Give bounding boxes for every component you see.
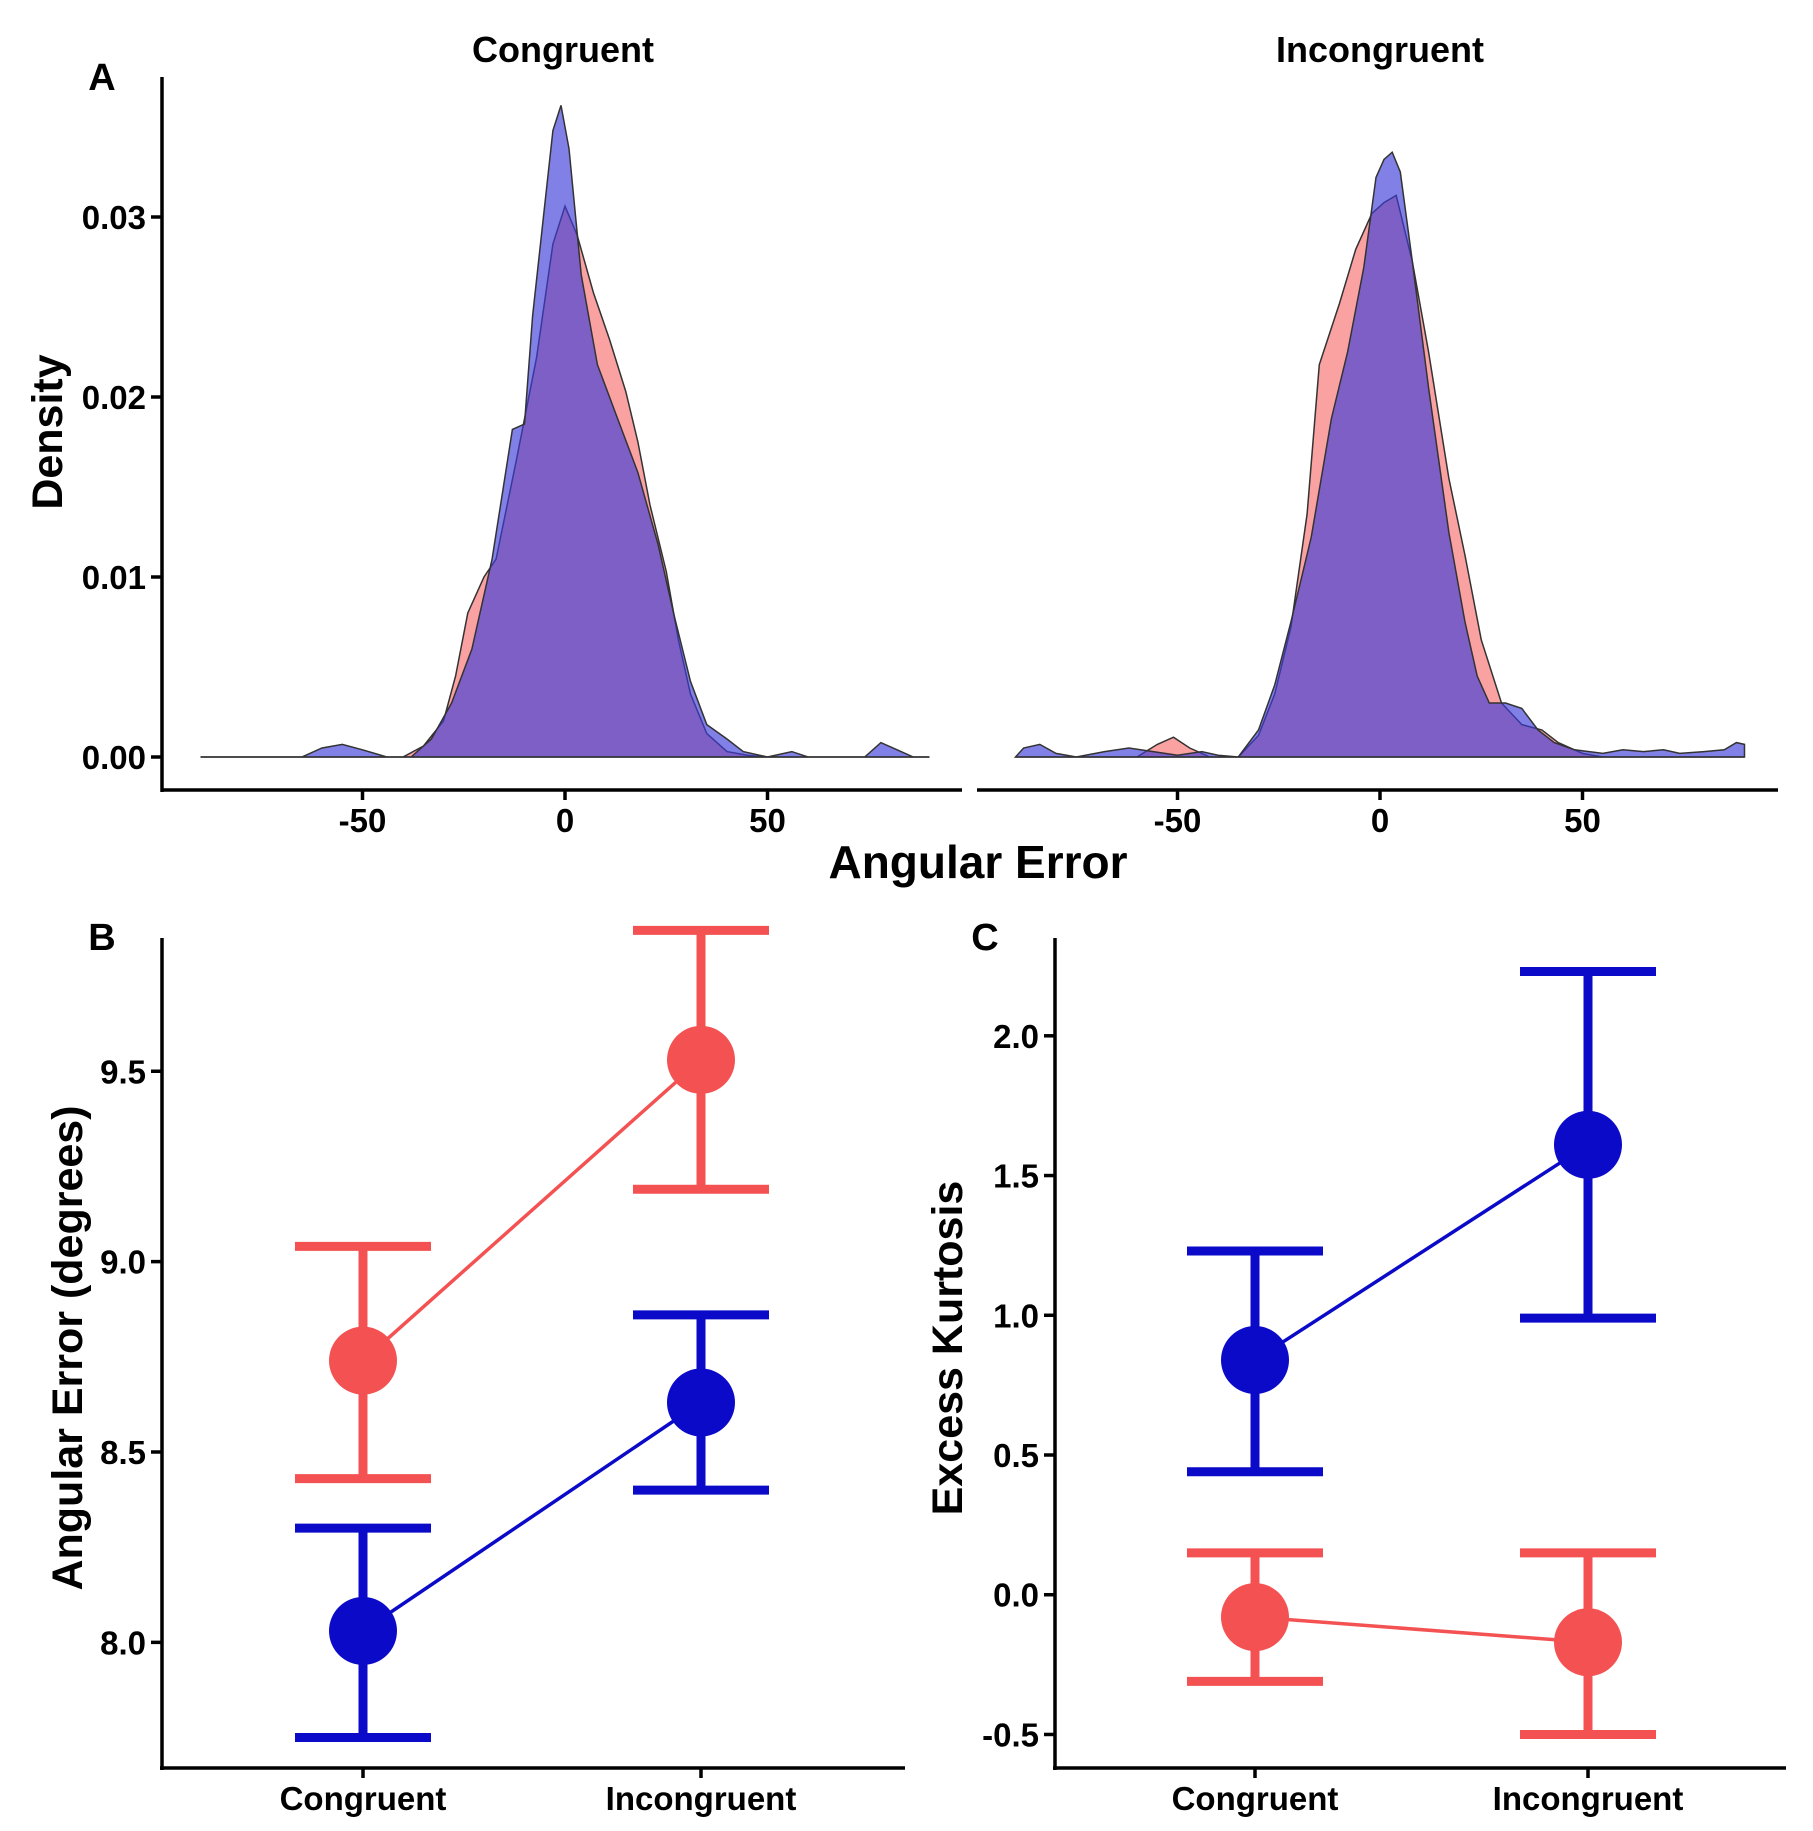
panel-c-y-tick-label: -0.5: [982, 1716, 1039, 1753]
x-tick-label-incongruent: 0: [1371, 802, 1389, 839]
panel-c-x-tick-label-incongruent: Incongruent: [1493, 1780, 1684, 1817]
panel-c-y-tick-label: 2.0: [993, 1018, 1039, 1055]
panel-b-blue-connector-line: [362, 1401, 702, 1633]
panel-b-blue-point-incongruent: [667, 1368, 735, 1437]
panel-a-density: A Congruent Incongruent -50 0 50 -50 0 50 0.00…: [24, 29, 1778, 888]
panel-c-kurtosis: C -0.5 0.0 0.5 1.0 1.5 2.0 Congruent Incongruen…: [924, 917, 1786, 1817]
panel-c-y-tick-label: 0.5: [993, 1437, 1039, 1474]
panel-b-blue-point-congruent: [329, 1596, 397, 1665]
panel-b-angular-error: B 8.0 8.5 9.0 9.5 Congruent Incongruent Angul…: [44, 917, 905, 1817]
panel-b-y-tick-label: 9.5: [100, 1053, 146, 1090]
panel-label-a: A: [88, 57, 115, 99]
x-tick-label-congruent: 50: [749, 802, 786, 839]
x-tick-label-congruent: 0: [556, 802, 574, 839]
panel-c-red-connector-line: [1254, 1615, 1589, 1644]
y-tick-label-density: 0.02: [82, 379, 146, 416]
panel-c-y-tick-label: 0.0: [993, 1577, 1039, 1614]
panel-c-plot: -0.5 0.0 0.5 1.0 1.5 2.0 Congruent Incongruent: [982, 938, 1786, 1817]
panel-b-x-tick-label-incongruent: Incongruent: [606, 1780, 797, 1817]
x-tick-label-incongruent: 50: [1564, 802, 1601, 839]
panel-c-y-tick-label: 1.0: [993, 1297, 1039, 1334]
y-tick-label-density: 0.00: [82, 739, 146, 776]
density-congruent-blue: [200, 105, 930, 758]
panel-c-red-point-congruent: [1221, 1583, 1289, 1652]
panel-b-y-tick-label: 9.0: [100, 1244, 146, 1281]
density-areas: [200, 105, 1746, 758]
panel-c-blue-point-incongruent: [1554, 1110, 1622, 1179]
density-incongruent-blue: [1013, 150, 1746, 758]
panel-b-y-tick-label: 8.5: [100, 1434, 146, 1471]
panel-b-red-connector-line: [361, 1058, 703, 1362]
y-axis-title-kurtosis: Excess Kurtosis: [924, 1181, 972, 1516]
panel-b-y-tick-label: 8.0: [100, 1624, 146, 1661]
panel-b-red-point-congruent: [329, 1326, 397, 1395]
x-tick-label-incongruent: -50: [1154, 802, 1202, 839]
panel-a-axes: -50 0 50 -50 0 50 0.00 0.01 0.02 0.03: [82, 77, 1778, 839]
panel-c-y-tick-label: 1.5: [993, 1158, 1039, 1195]
x-tick-label-congruent: -50: [339, 802, 387, 839]
panel-b-red-point-incongruent: [667, 1025, 735, 1094]
panel-label-b: B: [88, 917, 115, 959]
panel-c-red-point-incongruent: [1554, 1608, 1622, 1677]
x-axis-title: Angular Error: [828, 836, 1127, 888]
panel-c-x-tick-label-congruent: Congruent: [1172, 1780, 1339, 1817]
y-tick-label-density: 0.01: [82, 559, 146, 596]
panel-c-blue-connector-line: [1254, 1143, 1589, 1362]
panel-label-c: C: [971, 917, 998, 959]
y-axis-title-angular-error: Angular Error (degrees): [44, 1105, 92, 1590]
panel-b-x-tick-label-congruent: Congruent: [280, 1780, 447, 1817]
facet-title-incongruent: Incongruent: [1276, 29, 1484, 70]
y-tick-label-density: 0.03: [82, 199, 146, 236]
y-axis-title-density: Density: [24, 354, 72, 509]
panel-c-blue-point-congruent: [1221, 1325, 1289, 1394]
facet-title-congruent: Congruent: [472, 29, 654, 70]
panel-b-plot: 8.0 8.5 9.0 9.5 Congruent Incongruent: [100, 925, 905, 1817]
